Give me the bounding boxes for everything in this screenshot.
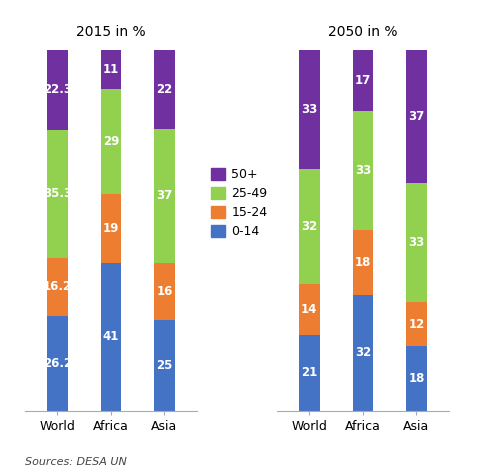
Text: 35.3: 35.3 <box>43 187 72 201</box>
Text: 19: 19 <box>103 222 119 235</box>
Bar <box>154 320 174 411</box>
Bar <box>406 183 426 303</box>
Text: 33: 33 <box>408 236 424 249</box>
Text: 17: 17 <box>355 74 371 87</box>
Text: 21: 21 <box>301 366 318 379</box>
Text: 22.3: 22.3 <box>43 84 72 96</box>
Text: 22: 22 <box>156 83 172 96</box>
Text: 33: 33 <box>355 164 371 177</box>
Bar <box>299 284 320 335</box>
Bar <box>353 50 373 111</box>
Text: 18: 18 <box>408 371 424 385</box>
Legend: 50+, 25-49, 15-24, 0-14: 50+, 25-49, 15-24, 0-14 <box>206 163 273 243</box>
Text: 32: 32 <box>301 220 318 233</box>
Bar <box>406 346 426 411</box>
Bar <box>353 230 373 295</box>
Text: 16.2: 16.2 <box>43 280 72 293</box>
Title: 2050 in %: 2050 in % <box>328 25 398 39</box>
Text: Sources: DESA UN: Sources: DESA UN <box>25 457 127 467</box>
Text: 37: 37 <box>156 189 172 202</box>
Bar <box>299 50 320 169</box>
Text: 16: 16 <box>156 285 172 298</box>
Bar <box>353 295 373 411</box>
Bar <box>101 89 121 194</box>
Bar <box>353 111 373 230</box>
Text: 41: 41 <box>103 330 119 343</box>
Bar <box>101 194 121 262</box>
Bar <box>47 130 68 258</box>
Text: 18: 18 <box>355 256 371 269</box>
Text: 12: 12 <box>408 318 424 330</box>
Bar <box>299 335 320 411</box>
Text: 14: 14 <box>301 303 318 316</box>
Bar <box>101 50 121 89</box>
Bar <box>47 316 68 411</box>
Text: 26.2: 26.2 <box>43 357 72 370</box>
Text: 37: 37 <box>408 110 424 123</box>
Bar <box>154 50 174 129</box>
Text: 32: 32 <box>355 346 371 359</box>
Bar <box>299 169 320 284</box>
Bar <box>101 262 121 411</box>
Text: 25: 25 <box>156 359 172 372</box>
Bar <box>47 50 68 130</box>
Title: 2015 in %: 2015 in % <box>76 25 146 39</box>
Bar <box>406 303 426 346</box>
Bar <box>47 258 68 316</box>
Bar <box>154 262 174 320</box>
Text: 33: 33 <box>301 103 318 116</box>
Text: 29: 29 <box>103 135 119 148</box>
Text: 11: 11 <box>103 63 119 76</box>
Bar <box>406 50 426 183</box>
Bar <box>154 129 174 262</box>
